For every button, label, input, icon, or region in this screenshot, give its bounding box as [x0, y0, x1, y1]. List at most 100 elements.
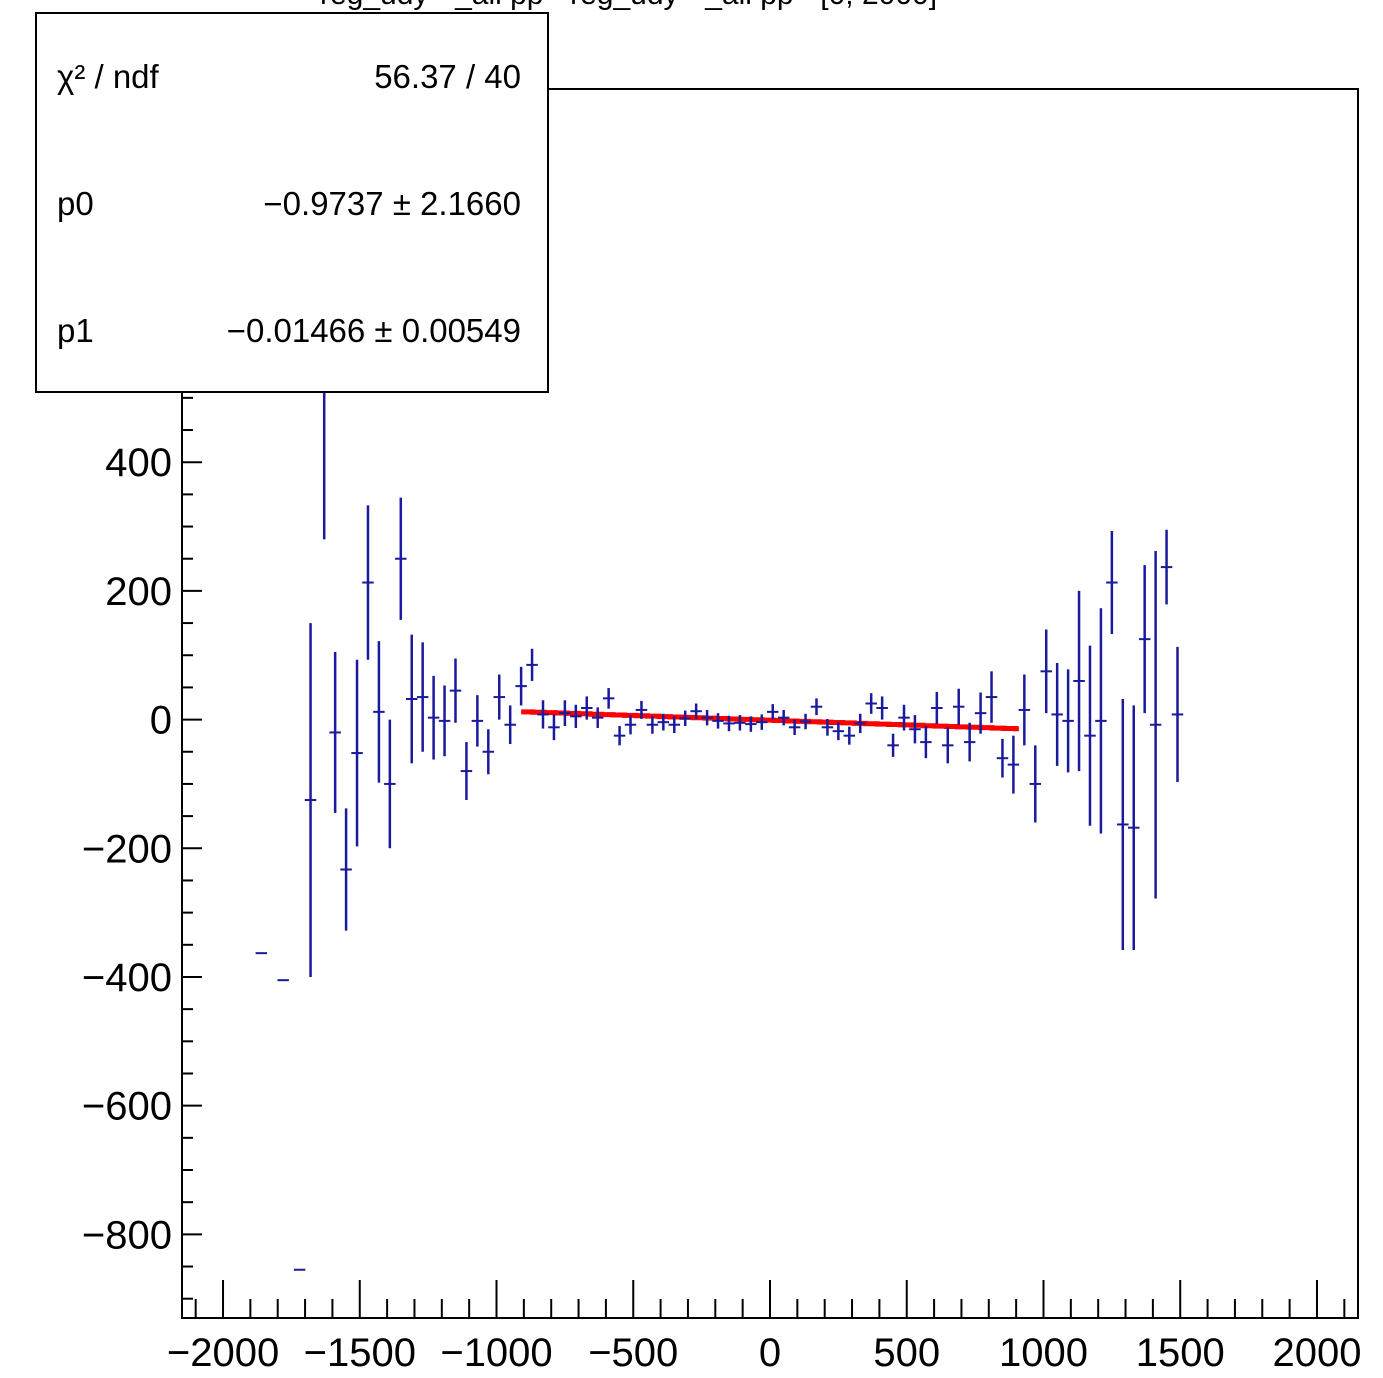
data-point — [668, 716, 681, 734]
data-point — [438, 685, 451, 757]
y-tick-label: 0 — [150, 699, 172, 743]
y-tick-label: −800 — [82, 1213, 172, 1257]
x-tick-label: 2000 — [1272, 1331, 1361, 1375]
fit-curve — [521, 709, 1019, 732]
stats-row-chi2: χ² / ndf 56.37 / 40 — [57, 58, 521, 96]
x-tick-label: −500 — [588, 1331, 678, 1375]
x-tick-label: 500 — [873, 1331, 940, 1375]
data-point — [1051, 662, 1063, 766]
data-point — [1117, 698, 1129, 950]
data-point — [537, 700, 549, 729]
x-tick-label: −2000 — [167, 1331, 279, 1375]
data-point — [1160, 529, 1173, 605]
data-point — [460, 742, 473, 801]
stats-value: −0.01466 ± 0.00549 — [226, 312, 521, 349]
data-point — [329, 652, 341, 813]
stats-value: −0.9737 ± 2.1660 — [263, 185, 521, 222]
stats-label: p0 — [57, 185, 94, 222]
data-point — [340, 808, 352, 931]
data-point — [843, 726, 856, 745]
data-point — [701, 709, 713, 726]
data-point — [427, 675, 440, 760]
data-series — [255, 179, 1184, 1271]
data-point — [1149, 551, 1162, 899]
data-point — [832, 722, 845, 741]
data-point — [974, 692, 987, 734]
data-point — [515, 666, 527, 706]
data-point — [745, 716, 757, 732]
data-point — [723, 715, 735, 732]
data-point — [756, 714, 768, 730]
x-tick-label: −1500 — [304, 1331, 416, 1375]
data-point — [1138, 565, 1151, 714]
stats-label: p1 — [57, 312, 94, 349]
stats-row-p0: p0 −0.9737 ± 2.1660 — [57, 185, 521, 223]
data-point — [1106, 531, 1118, 635]
data-point — [766, 704, 779, 720]
data-point — [985, 671, 998, 723]
data-point — [591, 707, 604, 728]
data-point — [613, 726, 626, 746]
data-point — [920, 726, 932, 759]
data-point — [602, 688, 615, 709]
chart-title: reg_udy - _all pp - reg_udy - _all pp - … — [320, 0, 937, 12]
data-point — [734, 715, 746, 731]
data-point — [679, 710, 691, 727]
data-point — [788, 719, 801, 736]
data-point — [405, 634, 418, 764]
data-point — [482, 729, 495, 775]
data-point — [1007, 735, 1020, 794]
data-point — [1127, 705, 1140, 950]
x-tick-label: 1500 — [1136, 1331, 1225, 1375]
data-point — [526, 648, 538, 681]
y-tick-label: −400 — [82, 956, 172, 1000]
data-point — [931, 691, 943, 725]
data-point — [1018, 674, 1031, 746]
y-tick-label: 400 — [105, 441, 172, 485]
data-point — [548, 714, 560, 741]
data-point — [1171, 646, 1184, 783]
data-point — [810, 698, 823, 716]
data-point — [854, 713, 866, 734]
data-point — [1062, 669, 1074, 773]
data-point — [624, 715, 637, 735]
data-point — [1095, 608, 1107, 834]
stats-value: 56.37 / 40 — [374, 58, 521, 95]
x-tick-label: 0 — [759, 1331, 781, 1375]
data-point — [362, 505, 374, 660]
fit-line — [521, 709, 1019, 732]
data-point — [471, 695, 484, 747]
data-point — [876, 696, 888, 720]
data-point — [1073, 590, 1085, 772]
stats-row-p1: p1 −0.01466 ± 0.00549 — [57, 312, 521, 350]
data-point — [504, 705, 516, 745]
data-point — [416, 642, 429, 752]
stats-box: χ² / ndf 56.37 / 40 p0 −0.9737 ± 2.1660 … — [35, 12, 549, 393]
y-tick-label: −200 — [82, 827, 172, 871]
data-point — [942, 727, 954, 764]
data-point — [657, 713, 670, 731]
data-point — [351, 659, 363, 847]
stats-label: χ² / ndf — [57, 58, 159, 95]
data-point — [712, 713, 724, 729]
data-point — [865, 693, 877, 714]
data-point — [559, 700, 571, 727]
data-point — [898, 704, 910, 731]
data-point — [909, 715, 921, 744]
data-point — [570, 704, 582, 728]
data-point — [777, 709, 790, 726]
data-point — [493, 674, 505, 720]
data-point — [395, 497, 407, 620]
data-point — [799, 713, 812, 730]
data-point — [581, 696, 593, 720]
data-point — [996, 738, 1009, 778]
x-tick-label: −1000 — [440, 1331, 552, 1375]
data-point — [952, 688, 965, 725]
data-point — [963, 722, 976, 762]
data-point — [635, 700, 648, 719]
data-point — [887, 733, 899, 757]
x-axis: −2000 −1500 −1000 −500 0 500 1000 1500 2000 — [167, 1280, 1361, 1375]
data-point — [1029, 745, 1042, 823]
data-point — [1040, 629, 1052, 714]
